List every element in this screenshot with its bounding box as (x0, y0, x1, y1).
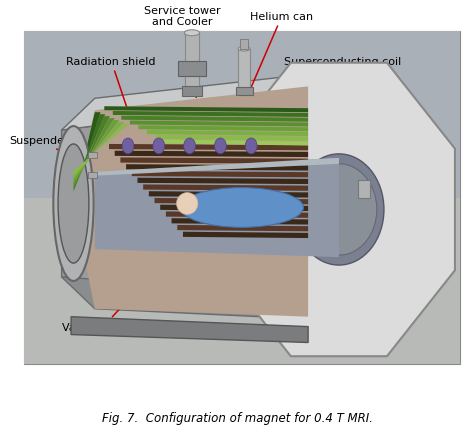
Bar (88, 153, 97, 158)
Polygon shape (73, 125, 129, 176)
Ellipse shape (301, 164, 377, 256)
Polygon shape (137, 178, 308, 184)
Polygon shape (73, 117, 110, 192)
Ellipse shape (122, 138, 134, 155)
Polygon shape (104, 107, 308, 113)
Text: Radiation shield: Radiation shield (66, 56, 156, 130)
Ellipse shape (183, 138, 196, 155)
Polygon shape (113, 112, 308, 118)
Polygon shape (172, 219, 308, 225)
Polygon shape (95, 158, 339, 176)
Bar (88, 173, 97, 178)
Polygon shape (120, 158, 308, 164)
Polygon shape (164, 140, 308, 146)
Ellipse shape (153, 138, 165, 155)
Polygon shape (73, 115, 105, 196)
Polygon shape (73, 113, 100, 204)
Polygon shape (183, 232, 308, 239)
Polygon shape (109, 144, 308, 151)
Bar (238, 49, 250, 89)
Text: Service tower
and Cooler: Service tower and Cooler (144, 6, 221, 98)
Polygon shape (130, 121, 308, 127)
Polygon shape (166, 212, 308, 218)
Polygon shape (62, 71, 341, 131)
Bar (24, 198, 460, 365)
Ellipse shape (246, 138, 257, 155)
Polygon shape (115, 151, 308, 158)
Text: Superconducting coil: Superconducting coil (239, 56, 401, 143)
Ellipse shape (294, 155, 384, 265)
Polygon shape (177, 225, 308, 232)
Polygon shape (132, 172, 308, 178)
Polygon shape (95, 158, 339, 257)
Ellipse shape (238, 47, 250, 52)
Bar (240, 40, 248, 49)
Text: Vacuum vessel: Vacuum vessel (62, 289, 145, 332)
Polygon shape (155, 135, 308, 141)
Polygon shape (73, 121, 119, 184)
Polygon shape (73, 87, 308, 317)
Polygon shape (149, 192, 308, 198)
Polygon shape (147, 131, 308, 137)
Bar (24, 32, 460, 198)
Polygon shape (223, 63, 455, 357)
Polygon shape (71, 317, 308, 343)
Ellipse shape (184, 31, 200, 37)
Polygon shape (143, 185, 308, 191)
Text: Cooler for
radiation shield: Cooler for radiation shield (319, 161, 445, 192)
Bar (185, 34, 199, 89)
Text: Suspender: Suspender (9, 135, 90, 167)
Polygon shape (73, 119, 115, 188)
Ellipse shape (180, 188, 303, 228)
Ellipse shape (214, 138, 227, 155)
Polygon shape (62, 95, 341, 321)
Polygon shape (155, 199, 308, 205)
Bar (358, 180, 370, 198)
Polygon shape (126, 165, 308, 171)
Polygon shape (121, 116, 308, 122)
Text: Fig. 7.  Configuration of magnet for 0.4 T MRI.: Fig. 7. Configuration of magnet for 0.4 … (101, 411, 373, 424)
Ellipse shape (58, 144, 89, 263)
Ellipse shape (176, 193, 198, 215)
Bar (236, 88, 253, 96)
Polygon shape (73, 123, 124, 180)
Bar (182, 87, 202, 97)
Bar (178, 61, 206, 77)
Polygon shape (62, 277, 341, 321)
Text: Helium can: Helium can (246, 12, 314, 98)
Bar (24, 32, 460, 365)
Polygon shape (138, 126, 308, 132)
Ellipse shape (53, 127, 94, 281)
Polygon shape (160, 205, 308, 212)
